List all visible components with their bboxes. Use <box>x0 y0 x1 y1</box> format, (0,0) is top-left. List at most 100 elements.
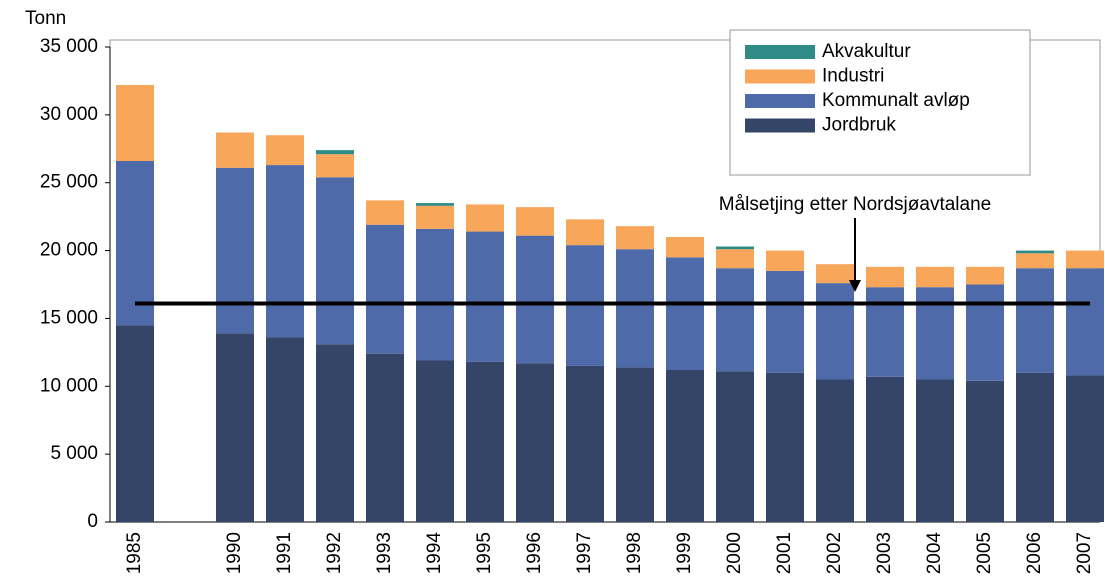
x-tick-label: 1991 <box>274 532 295 574</box>
bar-segment <box>1016 253 1054 269</box>
bar-segment <box>866 266 904 288</box>
x-tick-label: 1995 <box>474 532 495 574</box>
legend-swatch <box>745 118 815 133</box>
bar-segment <box>716 268 754 372</box>
bar-segment <box>916 287 954 380</box>
x-tick-label: 1993 <box>374 532 395 574</box>
bar-segment <box>316 150 354 155</box>
bar-segment <box>816 283 854 380</box>
x-tick-label: 1999 <box>674 532 695 574</box>
bar-segment <box>466 231 504 362</box>
legend-swatch <box>745 45 815 59</box>
x-tick-label: 2004 <box>924 532 945 575</box>
x-tick-label: 2002 <box>824 532 845 574</box>
bar-segment <box>716 249 754 269</box>
bar-segment <box>116 161 154 326</box>
bar-segment <box>1016 250 1054 254</box>
bar-segment <box>116 325 154 522</box>
bar-segment <box>516 235 554 364</box>
y-tick-label: 25 000 <box>40 172 98 193</box>
bar-segment <box>266 337 304 522</box>
x-tick-label: 2007 <box>1074 532 1095 574</box>
y-axis-label: Tonn <box>25 8 66 29</box>
bar-segment <box>266 135 304 166</box>
bar-segment <box>666 257 704 370</box>
bar-segment <box>866 376 904 522</box>
bar-segment <box>466 204 504 232</box>
bar-segment <box>316 344 354 522</box>
x-tick-label: 1996 <box>524 532 545 574</box>
bar-segment <box>366 224 404 354</box>
x-tick-label: 1990 <box>224 532 245 574</box>
y-tick-label: 35 000 <box>40 36 98 57</box>
bar-segment <box>216 132 254 168</box>
legend-label: Industri <box>822 66 884 87</box>
x-tick-label: 2000 <box>724 532 745 574</box>
bar-segment <box>1016 268 1054 373</box>
x-tick-label: 1997 <box>574 532 595 574</box>
bar-segment <box>366 353 404 522</box>
bar-segment <box>1066 375 1104 522</box>
y-tick-label: 30 000 <box>40 104 98 125</box>
x-tick-label: 2003 <box>874 532 895 574</box>
legend-swatch <box>745 94 815 108</box>
bar-segment <box>866 287 904 377</box>
y-tick-label: 15 000 <box>40 307 98 328</box>
x-tick-label: 1998 <box>624 532 645 574</box>
bar-segment <box>516 207 554 236</box>
bar-segment <box>566 219 604 246</box>
x-tick-label: 2006 <box>1024 532 1045 574</box>
bar-segment <box>766 270 804 373</box>
bar-segment <box>366 200 404 225</box>
bar-segment <box>416 203 454 206</box>
bar-segment <box>1066 268 1104 376</box>
bar-segment <box>716 246 754 250</box>
target-label: Målsetjing etter Nordsjøavtalane <box>719 194 991 215</box>
bar-segment <box>566 245 604 366</box>
bar-segment <box>116 85 154 161</box>
bar-segment <box>766 372 804 522</box>
x-tick-label: 1994 <box>424 532 445 575</box>
bar-segment <box>666 237 704 258</box>
bar-segment <box>816 379 854 522</box>
y-tick-label: 5 000 <box>50 443 98 464</box>
legend-swatch <box>745 69 815 84</box>
legend-label: Kommunalt avløp <box>822 90 970 111</box>
arrow-head <box>849 280 861 292</box>
bar-segment <box>466 361 504 522</box>
y-tick-label: 20 000 <box>40 240 98 261</box>
bar-segment <box>416 228 454 361</box>
bar-segment <box>916 379 954 522</box>
bar-segment <box>766 250 804 271</box>
x-tick-label: 2005 <box>974 532 995 574</box>
bar-segment <box>516 363 554 522</box>
legend-label: Jordbruk <box>822 115 896 136</box>
bar-segment <box>916 266 954 288</box>
bar-segment <box>216 167 254 334</box>
bar-segment <box>266 165 304 338</box>
bar-segment <box>416 205 454 229</box>
y-tick-label: 10 000 <box>40 375 98 396</box>
bar-segment <box>616 367 654 522</box>
bar-segment <box>966 380 1004 522</box>
bar-segment <box>416 360 454 522</box>
bar-segment <box>966 266 1004 285</box>
x-tick-label: 2001 <box>774 532 795 574</box>
bar-segment <box>666 370 704 522</box>
x-tick-label: 1985 <box>124 532 145 574</box>
bar-segment <box>216 333 254 522</box>
bar-segment <box>966 284 1004 381</box>
bar-segment <box>566 365 604 522</box>
x-tick-label: 1992 <box>324 532 345 574</box>
bar-segment <box>316 154 354 178</box>
bar-segment <box>616 249 654 368</box>
bar-segment <box>716 371 754 522</box>
bar-segment <box>816 264 854 284</box>
bar-segment <box>1066 250 1104 269</box>
bar-segment <box>1016 372 1054 522</box>
bar-segment <box>316 177 354 345</box>
legend-label: Akvakultur <box>822 41 911 62</box>
y-tick-label: 0 <box>87 511 98 532</box>
bar-segment <box>616 226 654 250</box>
